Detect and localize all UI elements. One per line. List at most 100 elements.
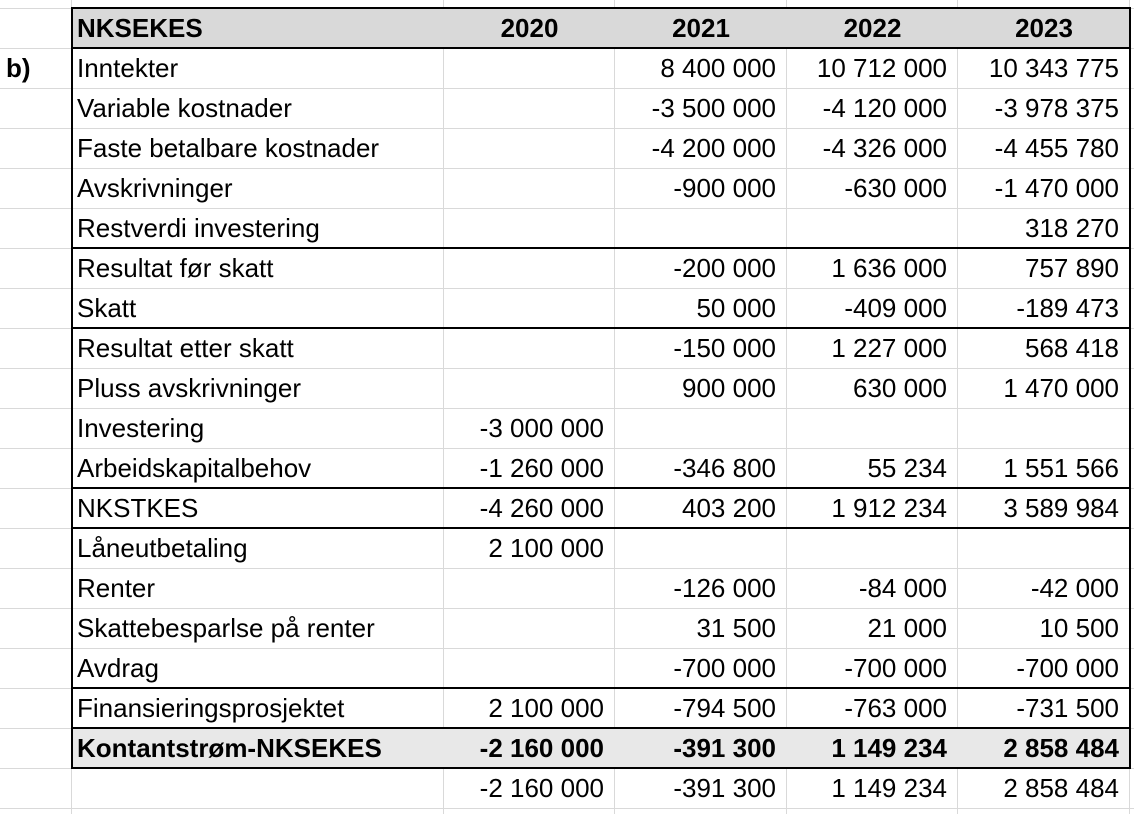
cell-2020[interactable] — [444, 608, 615, 648]
cell-2023[interactable]: 1 551 566 — [1003, 453, 1119, 483]
check-2023[interactable]: 2 858 484 — [1003, 773, 1119, 803]
cell-2022[interactable]: 630 000 — [853, 373, 947, 403]
cell-2022[interactable] — [787, 408, 958, 448]
cell-2021[interactable]: -700 000 — [673, 653, 776, 683]
cell-2020[interactable] — [444, 368, 615, 408]
cell-2020[interactable]: -3 000 000 — [479, 413, 604, 443]
row-label[interactable]: Variable kostnader — [77, 93, 292, 123]
row-label[interactable]: Inntekter — [77, 53, 179, 83]
cell-2022[interactable]: -700 000 — [844, 653, 947, 683]
cell-2021[interactable]: -3 500 000 — [651, 93, 776, 123]
cell-2020[interactable] — [444, 328, 615, 368]
cell-2022[interactable] — [787, 528, 958, 568]
check-label[interactable] — [72, 768, 444, 808]
cell-2022[interactable]: -4 120 000 — [822, 93, 947, 123]
cell-2022[interactable]: 10 712 000 — [816, 53, 947, 83]
cell-2023[interactable]: 568 418 — [1025, 333, 1119, 363]
row-label[interactable]: Finansieringsprosjektet — [77, 693, 345, 723]
header-year-2022[interactable]: 2022 — [843, 13, 902, 43]
cell-2021[interactable]: -346 800 — [673, 453, 776, 483]
cell-2022[interactable]: 55 234 — [867, 453, 947, 483]
cell-2021[interactable]: -900 000 — [673, 173, 776, 203]
header-year-2023[interactable]: 2023 — [1015, 13, 1073, 43]
cell-2021[interactable]: -794 500 — [673, 693, 776, 723]
cell-2020[interactable]: -4 260 000 — [479, 493, 604, 523]
row-label[interactable]: Låneutbetaling — [77, 533, 248, 563]
cell-2023[interactable]: -42 000 — [1030, 573, 1119, 603]
cell-2023[interactable]: 318 270 — [1025, 213, 1119, 243]
row-label[interactable]: Arbeidskapitalbehov — [77, 453, 312, 483]
cell-2021[interactable] — [615, 208, 787, 248]
row-label[interactable]: Pluss avskrivninger — [77, 373, 301, 403]
cell-2020[interactable] — [444, 128, 615, 168]
cell-2020[interactable] — [444, 648, 615, 688]
cell-2020[interactable] — [444, 48, 615, 88]
cell-2022[interactable]: -4 326 000 — [822, 133, 947, 163]
total-2020[interactable]: -2 160 000 — [479, 733, 604, 763]
cell-2021[interactable] — [615, 528, 787, 568]
cell-2020[interactable]: 2 100 000 — [488, 533, 604, 563]
row-label[interactable]: Restverdi investering — [77, 213, 320, 243]
cell-2020[interactable]: -1 260 000 — [479, 453, 604, 483]
cell-2023[interactable]: -3 978 375 — [994, 93, 1119, 123]
check-2021[interactable]: -391 300 — [673, 773, 776, 803]
cell-2022[interactable]: -409 000 — [844, 293, 947, 323]
cell-2022[interactable]: -630 000 — [844, 173, 947, 203]
row-label[interactable]: Skatt — [77, 293, 137, 323]
cell-2022[interactable]: -763 000 — [844, 693, 947, 723]
cell-2023[interactable]: -731 500 — [1016, 693, 1119, 723]
cell-2022[interactable]: 1 912 234 — [831, 493, 947, 523]
cell-2021[interactable]: -4 200 000 — [651, 133, 776, 163]
cell-2022[interactable]: -84 000 — [858, 573, 947, 603]
cell-2022[interactable]: 1 227 000 — [831, 333, 947, 363]
cell-2022[interactable] — [787, 208, 958, 248]
cell-2021[interactable]: 403 200 — [682, 493, 776, 523]
cell-2021[interactable]: 50 000 — [696, 293, 776, 323]
row-label[interactable]: Avdrag — [77, 653, 159, 683]
cell-2021[interactable]: 900 000 — [682, 373, 776, 403]
cell-2021[interactable]: 8 400 000 — [660, 53, 776, 83]
cell-2020[interactable]: 2 100 000 — [488, 693, 604, 723]
row-label[interactable]: Resultat etter skatt — [77, 333, 294, 363]
cell-2021[interactable]: -150 000 — [673, 333, 776, 363]
total-2023[interactable]: 2 858 484 — [1003, 733, 1119, 763]
cell-2023[interactable]: -700 000 — [1016, 653, 1119, 683]
cell-2021[interactable] — [615, 408, 787, 448]
cell-2020[interactable] — [444, 88, 615, 128]
cell-2020[interactable] — [444, 168, 615, 208]
cell-2023[interactable]: -4 455 780 — [994, 133, 1119, 163]
cell-2023[interactable] — [958, 408, 1130, 448]
cell-2023[interactable]: 10 343 775 — [988, 53, 1119, 83]
row-label[interactable]: Faste betalbare kostnader — [77, 133, 380, 163]
section-label[interactable]: b) — [6, 53, 31, 83]
cell-2023[interactable]: 757 890 — [1025, 253, 1119, 283]
total-2021[interactable]: -391 300 — [673, 733, 776, 763]
row-label[interactable]: Resultat før skatt — [77, 253, 274, 283]
row-label[interactable]: Renter — [77, 573, 156, 603]
row-label[interactable]: Investering — [77, 413, 205, 443]
check-2020[interactable]: -2 160 000 — [479, 773, 604, 803]
cell-2023[interactable] — [958, 528, 1130, 568]
cell-2020[interactable] — [444, 248, 615, 288]
cell-2020[interactable] — [444, 208, 615, 248]
cell-2023[interactable]: -189 473 — [1016, 293, 1119, 323]
cell-2021[interactable]: -126 000 — [673, 573, 776, 603]
cell-2023[interactable]: 10 500 — [1039, 613, 1119, 643]
cell-2021[interactable]: 31 500 — [696, 613, 776, 643]
header-year-2021[interactable]: 2021 — [672, 13, 730, 43]
total-label[interactable]: Kontantstrøm-NKSEKES — [77, 733, 382, 763]
cell-2020[interactable] — [444, 288, 615, 328]
cell-2023[interactable]: -1 470 000 — [994, 173, 1119, 203]
total-2022[interactable]: 1 149 234 — [831, 733, 947, 763]
row-label[interactable]: Avskrivninger — [77, 173, 233, 203]
cell-2022[interactable]: 1 636 000 — [831, 253, 947, 283]
header-label[interactable]: NKSEKES — [77, 13, 203, 43]
cell-2021[interactable]: -200 000 — [673, 253, 776, 283]
cell-2023[interactable]: 1 470 000 — [1003, 373, 1119, 403]
row-label[interactable]: Skattebesparlse på renter — [77, 613, 375, 643]
cell-2023[interactable]: 3 589 984 — [1003, 493, 1119, 523]
row-label[interactable]: NKSTKES — [77, 493, 199, 523]
check-2022[interactable]: 1 149 234 — [831, 773, 947, 803]
cell-2022[interactable]: 21 000 — [867, 613, 947, 643]
